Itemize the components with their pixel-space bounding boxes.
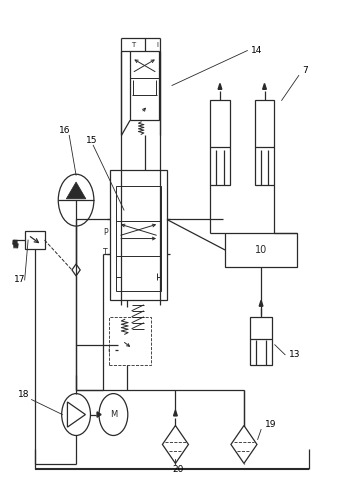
Polygon shape [263, 84, 266, 89]
Text: 10: 10 [255, 245, 267, 255]
Text: 7: 7 [302, 66, 308, 75]
Polygon shape [97, 412, 101, 417]
Circle shape [58, 174, 94, 226]
Bar [250, 318, 272, 364]
Text: 16: 16 [59, 126, 71, 135]
Bar [117, 186, 161, 291]
Text: M: M [110, 410, 117, 419]
Text: 18: 18 [18, 390, 29, 399]
Text: P: P [103, 228, 108, 237]
Polygon shape [66, 182, 86, 199]
Text: 20: 20 [172, 465, 183, 474]
Bar [210, 100, 230, 185]
Text: I: I [157, 42, 158, 48]
Bar [130, 50, 159, 120]
Text: T: T [103, 248, 108, 257]
Text: 17: 17 [14, 276, 26, 284]
Polygon shape [174, 410, 177, 416]
Text: 14: 14 [251, 46, 262, 55]
Bar [25, 231, 45, 249]
Text: 19: 19 [265, 420, 276, 429]
Bar [255, 100, 275, 185]
Polygon shape [218, 84, 222, 89]
Polygon shape [259, 300, 263, 306]
Bar [118, 334, 137, 355]
Text: 13: 13 [289, 350, 300, 359]
Bar [109, 317, 151, 365]
Bar [225, 233, 297, 267]
Text: 15: 15 [86, 136, 98, 145]
Bar [110, 170, 167, 300]
Text: T: T [131, 42, 135, 48]
